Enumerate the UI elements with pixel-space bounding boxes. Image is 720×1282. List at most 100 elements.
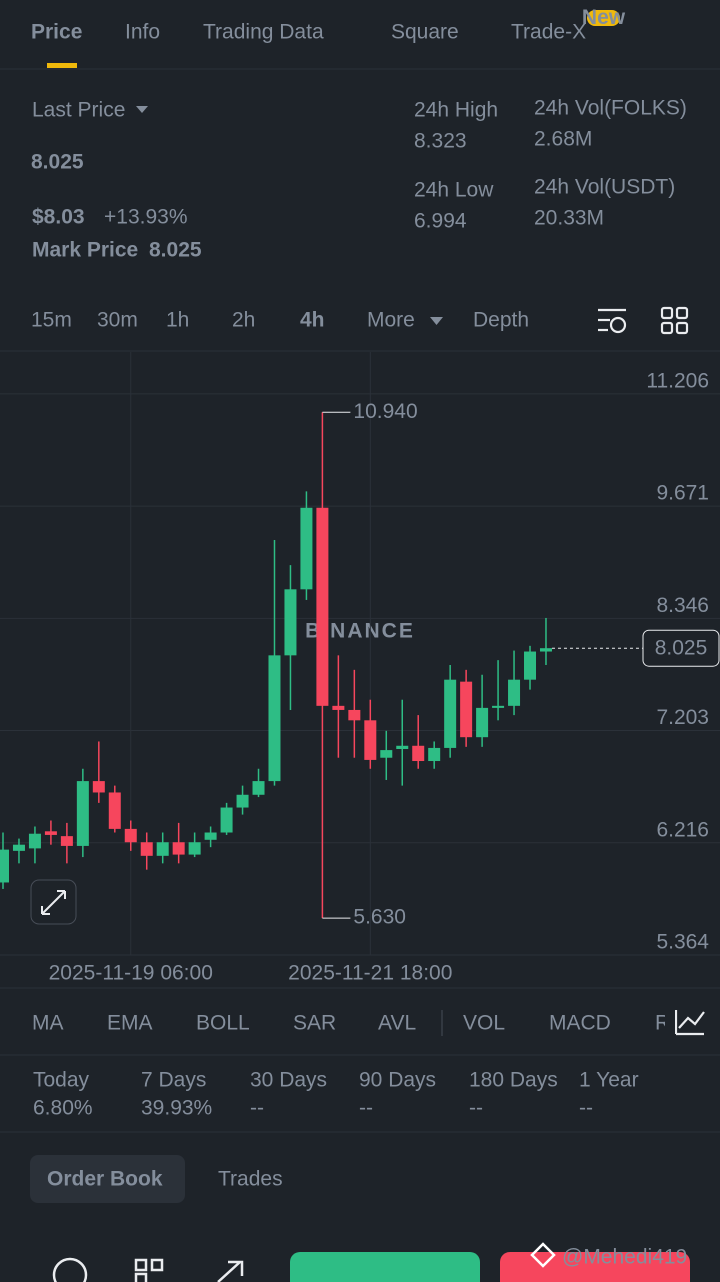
chart-watermark: BINANCE: [305, 620, 415, 643]
indicator-tab[interactable]: VOL: [463, 1012, 505, 1035]
candle-body: [396, 745, 409, 750]
watermark-logo: [530, 1242, 556, 1268]
mark-price-label: Mark Price: [32, 239, 138, 262]
candle-body: [316, 507, 329, 706]
book-tab[interactable]: Order Book: [47, 1168, 163, 1191]
candle-body: [252, 781, 265, 795]
candle-body: [172, 842, 185, 855]
candle-body: [460, 681, 473, 738]
period-label: 180 Days: [469, 1069, 558, 1092]
indicator-tab[interactable]: AVL: [378, 1012, 416, 1035]
period-value: --: [469, 1097, 483, 1120]
y-tick-label: 9.671: [656, 482, 709, 505]
candle-body: [539, 648, 552, 652]
dropdown-arrow[interactable]: [430, 317, 443, 325]
candle-body: [380, 750, 393, 758]
expand-button[interactable]: [30, 879, 77, 925]
dropdown-arrow[interactable]: [136, 106, 148, 113]
y-tick-label: 11.206: [646, 369, 709, 392]
stat-label: 24h Low: [414, 179, 494, 202]
indicator-tab[interactable]: SAR: [293, 1012, 336, 1035]
sell-button[interactable]: [500, 1252, 690, 1282]
candle-body: [220, 807, 233, 833]
candle-body: [268, 655, 281, 782]
candle-body: [300, 507, 313, 590]
candle-body: [140, 842, 153, 856]
annotation-label: 5.630: [353, 906, 406, 929]
candle-body: [188, 842, 201, 855]
stat-label: 24h High: [414, 99, 498, 122]
y-tick-label: 5.364: [656, 931, 709, 954]
period-value: --: [250, 1097, 264, 1120]
candle-body: [428, 747, 441, 762]
share-icon[interactable]: [217, 1260, 244, 1282]
candle-body: [412, 745, 425, 762]
mark-price: 8.025: [149, 239, 202, 262]
interval-tab[interactable]: 15m: [31, 309, 72, 332]
candle-body: [444, 679, 457, 748]
stat-value: 20.33M: [534, 207, 604, 230]
chart-settings-icon[interactable]: [598, 308, 627, 334]
tab[interactable]: Info: [125, 21, 160, 44]
book-tab[interactable]: Trades: [218, 1168, 283, 1191]
price-change: +13.93%: [104, 206, 188, 229]
stat-label: 24h Vol(USDT): [534, 176, 675, 199]
y-tick-label: 6.216: [656, 818, 709, 841]
active-tab-indicator: [47, 63, 77, 68]
candle-body: [0, 849, 9, 883]
stat-label: 24h Vol(FOLKS): [534, 97, 687, 120]
y-tick-label: 7.203: [656, 706, 709, 729]
candle-body: [60, 836, 73, 846]
y-tick-label: 8.346: [656, 594, 709, 617]
menu-icon[interactable]: [134, 1258, 164, 1282]
candle-body: [284, 589, 297, 656]
stat-value: 6.994: [414, 210, 467, 233]
candle-body: [12, 844, 25, 851]
layout-icon[interactable]: [660, 306, 689, 335]
indicator-tab[interactable]: MA: [32, 1012, 64, 1035]
active-book-tab[interactable]: [30, 1155, 185, 1203]
candle-body: [28, 833, 41, 849]
candle-body: [364, 720, 377, 760]
interval-tab[interactable]: 2h: [232, 309, 255, 332]
period-label: Today: [33, 1069, 90, 1092]
interval-tab[interactable]: Depth: [473, 309, 529, 332]
tab[interactable]: Trade-X: [511, 21, 586, 44]
candle-body: [76, 781, 89, 846]
stat-value: 2.68M: [534, 128, 592, 151]
candle-body: [108, 792, 121, 829]
period-label: 90 Days: [359, 1069, 436, 1092]
buy-button[interactable]: [290, 1252, 480, 1282]
candle-body: [204, 832, 217, 840]
candle-body: [236, 794, 249, 808]
period-value: 39.93%: [141, 1097, 212, 1120]
annotation-label: 10.940: [353, 400, 417, 423]
last-price-label: Last Price: [32, 99, 125, 122]
candle-body: [156, 842, 169, 856]
last-price-box: [642, 629, 720, 667]
tab[interactable]: Trading Data: [203, 21, 324, 44]
tab-badge: New: [582, 6, 626, 29]
period-value: --: [579, 1097, 593, 1120]
interval-tab[interactable]: 1h: [166, 309, 189, 332]
fade: [665, 995, 675, 1050]
candle-body: [508, 679, 521, 706]
usd-price: $8.03: [32, 206, 85, 229]
indicator-tab[interactable]: BOLL: [196, 1012, 250, 1035]
interval-tab[interactable]: 4h: [300, 309, 325, 332]
candle-body: [492, 705, 505, 708]
period-label: 1 Year: [579, 1069, 639, 1092]
more-icon[interactable]: [52, 1257, 88, 1282]
candle-body: [92, 781, 105, 793]
last-price-tag: 8.025: [655, 637, 708, 660]
indicator-settings-icon[interactable]: [674, 1010, 705, 1036]
indicator-tab[interactable]: EMA: [107, 1012, 153, 1035]
interval-tab[interactable]: More: [367, 309, 415, 332]
indicator-tab[interactable]: MACD: [549, 1012, 611, 1035]
tab[interactable]: Price: [31, 21, 82, 44]
candle-body: [524, 651, 537, 680]
tab[interactable]: Square: [391, 21, 459, 44]
interval-tab[interactable]: 30m: [97, 309, 138, 332]
candle-body: [348, 709, 361, 721]
